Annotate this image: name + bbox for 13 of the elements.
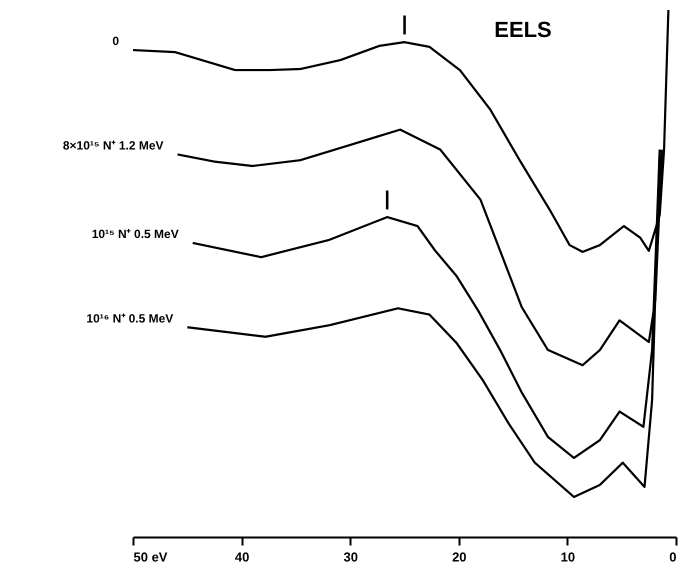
series-label: 10¹⁵ N⁺ 0.5 MeV xyxy=(92,226,179,241)
annotation: | xyxy=(402,13,408,36)
annotation: | xyxy=(384,188,390,210)
x-tick-label: 0 xyxy=(669,550,676,564)
series-label: 8×10¹⁵ N⁺ 1.2 MeV xyxy=(62,138,164,152)
x-tick-label: 40 xyxy=(234,550,250,564)
x-tick-label: 20 xyxy=(452,550,467,564)
x-tick-label: 10 xyxy=(560,550,576,564)
series-label: 0 xyxy=(112,34,120,48)
series-label: 10¹⁶ N⁺ 0.5 MeV xyxy=(86,311,174,326)
x-tick-label: 50 eV xyxy=(134,550,168,564)
x-tick-label: 30 xyxy=(343,550,358,564)
chart-title: EELS xyxy=(494,17,552,42)
